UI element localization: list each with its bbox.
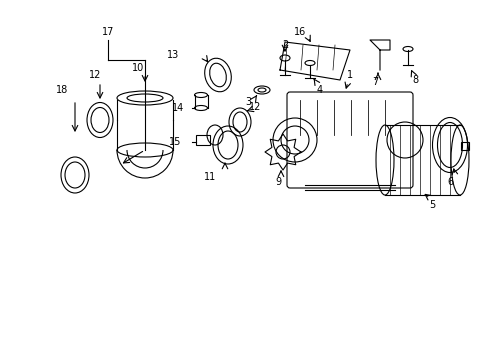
Text: 6: 6: [446, 177, 452, 187]
Text: 12: 12: [89, 70, 101, 80]
Text: 11: 11: [203, 172, 216, 182]
Text: 15: 15: [168, 137, 181, 147]
Text: 12: 12: [248, 102, 261, 112]
Text: 4: 4: [316, 85, 323, 95]
Text: 10: 10: [132, 63, 144, 73]
Text: 9: 9: [274, 177, 281, 187]
Text: 5: 5: [428, 200, 434, 210]
Text: 14: 14: [171, 103, 184, 113]
Text: 13: 13: [166, 50, 179, 60]
Text: 3: 3: [244, 97, 250, 107]
Text: 18: 18: [56, 85, 68, 95]
Text: 7: 7: [371, 77, 377, 87]
Bar: [460, 142, 468, 150]
Text: 8: 8: [411, 75, 417, 85]
Text: 16: 16: [293, 27, 305, 37]
Text: 1: 1: [346, 70, 352, 80]
Text: 2: 2: [281, 40, 287, 50]
Text: 17: 17: [102, 27, 114, 37]
Bar: [196, 135, 209, 145]
